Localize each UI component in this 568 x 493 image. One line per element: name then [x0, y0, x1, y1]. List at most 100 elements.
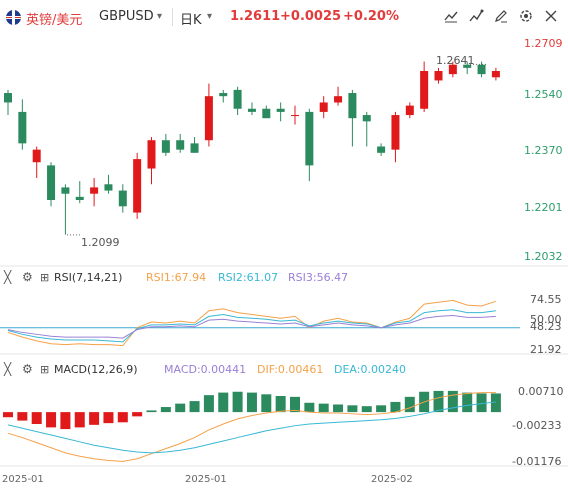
macd-axis-label: -0.00233 — [512, 419, 562, 432]
macd-bar — [447, 390, 458, 413]
candle-body — [262, 108, 271, 119]
macd-bar — [232, 391, 243, 413]
rsi-line-rsi3 — [7, 314, 496, 339]
macd-bar — [347, 405, 358, 413]
candle-body — [362, 115, 371, 122]
macd-bar — [246, 392, 257, 413]
candle-body — [334, 96, 343, 103]
macd-bar — [175, 403, 186, 413]
macd-bar — [31, 412, 42, 424]
candle-body — [348, 93, 357, 119]
candle-body — [434, 71, 443, 81]
macd-bar — [74, 412, 85, 428]
price-axis-label: 1.2540 — [524, 88, 563, 101]
candle-body — [61, 187, 70, 194]
candle-body — [420, 71, 429, 109]
rsi-series — [0, 299, 520, 347]
divider — [172, 8, 173, 26]
collapse-icon[interactable]: ╳ — [4, 270, 12, 284]
candle-body — [133, 159, 142, 213]
macd-bar — [46, 412, 57, 428]
candle-body — [391, 115, 400, 150]
candle-body — [305, 111, 314, 166]
rsi-axis-label: 74.55 — [530, 293, 562, 306]
symbol-name[interactable]: 英镑/美元 — [26, 13, 83, 28]
candle-body — [276, 108, 285, 112]
rsi-legend: ╳ ⚙ ⊞ RSI(7,14,21) RSI1:67.94 RSI2:61.07… — [4, 270, 564, 286]
candle-body — [161, 140, 170, 153]
candle-body — [219, 93, 228, 97]
macd-bar — [462, 392, 473, 413]
macd-bar — [17, 412, 28, 421]
rsi-axis-label: 21.92 — [530, 343, 562, 356]
macd-bar — [304, 402, 315, 413]
candle-body — [463, 64, 472, 68]
macd-bar — [476, 393, 487, 413]
macd-bar — [203, 395, 214, 413]
candle-body — [477, 64, 486, 75]
price-change-pct: +0.20% — [343, 9, 399, 24]
date-axis-label: 2025-01 — [185, 474, 227, 485]
macd-lines — [7, 392, 496, 462]
settings-icon[interactable]: ⚙ — [22, 362, 33, 376]
candle-body — [32, 149, 41, 163]
rsi-line-rsi1 — [7, 299, 497, 347]
candle-body — [491, 71, 500, 78]
chart-canvas[interactable] — [0, 34, 568, 493]
rsi-line-rsi2 — [7, 309, 496, 343]
draw-tool-icon[interactable] — [442, 8, 460, 26]
period-dropdown-icon[interactable]: ▾ — [207, 11, 213, 22]
uk-flag-icon — [6, 10, 21, 25]
macd-bar — [189, 401, 200, 413]
price-axis-label: 1.2370 — [524, 144, 563, 157]
rsi-title: RSI(7,14,21) — [54, 271, 123, 284]
macd-bar — [60, 412, 71, 430]
candle-body — [190, 143, 199, 153]
high-price-annotation: 1.2641 — [436, 54, 475, 67]
period-selector[interactable]: 日K — [180, 13, 202, 28]
expand-icon[interactable]: ⊞ — [40, 363, 50, 376]
candle-body — [118, 190, 127, 207]
macd-axis-label: 0.00710 — [518, 385, 564, 398]
date-axis-label: 2025-01 — [2, 474, 44, 485]
candle-body — [104, 184, 113, 191]
macd-bar — [132, 412, 143, 417]
candle-body — [90, 187, 99, 194]
settings-icon[interactable] — [517, 8, 535, 26]
macd-bar — [290, 396, 300, 413]
macd-histogram — [3, 390, 501, 430]
close-icon[interactable] — [542, 8, 560, 26]
edit-icon[interactable] — [492, 8, 510, 26]
indicator-icon[interactable] — [467, 8, 485, 26]
macd-bar — [89, 412, 100, 425]
macd-bar — [261, 394, 272, 413]
candle-body — [247, 108, 256, 112]
last-price: 1.2611 — [230, 9, 281, 24]
candle-body — [75, 196, 84, 200]
macd-bar — [404, 396, 415, 413]
dea-value: DEA:0.00240 — [334, 363, 406, 376]
macd-bar — [117, 412, 128, 423]
collapse-icon[interactable]: ╳ — [4, 362, 12, 376]
dea-line — [7, 401, 496, 454]
rsi-axis-label: 48.23 — [530, 320, 562, 333]
macd-bar — [3, 412, 13, 418]
settings-icon[interactable]: ⚙ — [22, 270, 33, 284]
macd-bar — [376, 405, 387, 413]
expand-icon[interactable]: ⊞ — [40, 271, 50, 284]
chart-header: 英镑/美元 GBPUSD ▾ 日K ▾ 1.2611 +0.0025 +0.20… — [0, 0, 568, 34]
candle-body — [233, 89, 242, 109]
candle-body — [319, 102, 328, 112]
candle-body — [377, 146, 386, 153]
candle-body — [291, 115, 299, 117]
macd-legend: ╳ ⚙ ⊞ MACD(12,26,9) MACD:0.00441 DIF:0.0… — [4, 362, 564, 378]
macd-value: MACD:0.00441 — [164, 363, 247, 376]
candlestick-series — [4, 61, 500, 236]
candle-body — [147, 140, 156, 169]
symbol-code[interactable]: GBPUSD — [99, 9, 154, 24]
low-price-annotation: 1.2099 — [81, 236, 120, 249]
rsi1-value: RSI1:67.94 — [146, 271, 207, 284]
macd-bar — [318, 403, 329, 413]
dif-line — [7, 392, 496, 462]
symbol-dropdown-icon[interactable]: ▾ — [157, 11, 163, 22]
